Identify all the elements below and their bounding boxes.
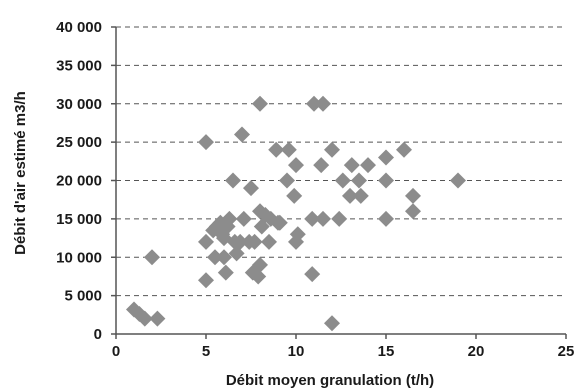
data-point (450, 172, 466, 189)
data-point (315, 210, 331, 227)
data-point (235, 210, 252, 227)
data-point (207, 249, 223, 266)
data-point (405, 187, 421, 204)
data-point (360, 157, 376, 174)
data-point (352, 187, 369, 204)
data-point (252, 95, 268, 112)
data-point (149, 310, 166, 327)
data-point (246, 233, 263, 250)
data-point (280, 141, 297, 158)
data-point (288, 157, 304, 174)
data-point (279, 172, 295, 189)
y-tick-label: 5 000 (64, 288, 102, 305)
x-tick-label: 15 (378, 343, 395, 360)
data-point (315, 95, 331, 112)
data-point (198, 134, 214, 151)
y-tick-label: 0 (94, 326, 102, 343)
data-point (268, 141, 285, 158)
data-point (234, 126, 250, 143)
data-point (304, 266, 321, 283)
y-tick-label: 10 000 (56, 249, 102, 266)
x-tick-label: 10 (288, 343, 305, 360)
y-tick-labels: 0 5 000 10 000 15 000 20 000 25 000 30 000 35 0… (56, 19, 116, 343)
x-tick-label: 0 (112, 343, 120, 360)
data-point (144, 249, 160, 266)
data-point (342, 187, 358, 204)
gridlines (116, 26, 566, 297)
data-point (221, 210, 238, 227)
x-axis-label: Débit moyen granulation (t/h) (226, 372, 434, 389)
x-tick-labels: 0 5 10 15 20 25 (112, 334, 575, 360)
data-point (198, 233, 214, 250)
data-point (334, 172, 351, 189)
data-point (396, 141, 412, 158)
data-point (378, 172, 394, 189)
data-point (225, 172, 241, 189)
data-point (198, 272, 214, 289)
data-point (324, 315, 340, 332)
data-points (126, 95, 466, 332)
y-tick-label: 30 000 (56, 96, 102, 113)
x-tick-label: 5 (202, 343, 210, 360)
y-tick-label: 20 000 (56, 173, 102, 190)
data-point (252, 256, 268, 273)
data-point (136, 310, 153, 327)
data-point (289, 226, 306, 243)
data-point (351, 172, 367, 189)
data-point (261, 233, 277, 250)
data-point (217, 264, 234, 281)
data-point (378, 210, 394, 227)
y-tick-label: 40 000 (56, 19, 102, 36)
data-point (286, 187, 303, 204)
data-point (343, 157, 360, 174)
data-point (313, 157, 330, 174)
data-point (306, 95, 322, 112)
data-point (232, 233, 249, 250)
data-point (331, 210, 348, 227)
data-point (271, 214, 288, 231)
data-point (250, 268, 267, 285)
x-tick-label: 20 (468, 343, 485, 360)
data-point (243, 180, 259, 197)
data-point (405, 203, 421, 220)
y-tick-label: 25 000 (56, 134, 102, 151)
data-point (304, 210, 321, 227)
data-point (378, 149, 394, 166)
y-tick-label: 15 000 (56, 211, 102, 228)
data-point (324, 141, 340, 158)
x-tick-label: 25 (558, 343, 575, 360)
data-point (216, 249, 232, 266)
y-axis-label: Débit d'air estimé m3/h (12, 91, 29, 255)
y-tick-label: 35 000 (56, 57, 102, 74)
